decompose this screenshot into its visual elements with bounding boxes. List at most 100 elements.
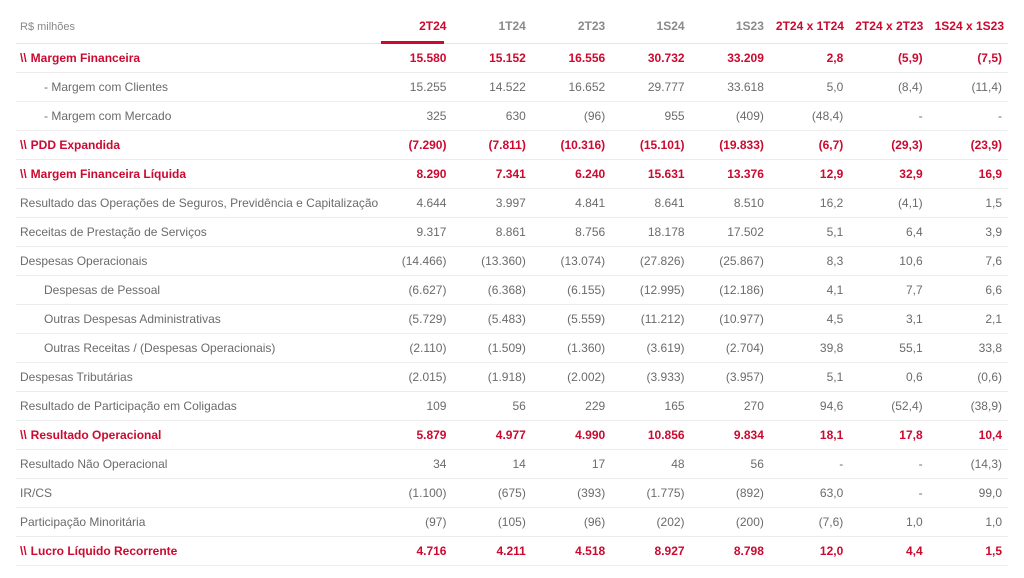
- cell-value: 4,1: [770, 276, 849, 305]
- cell-value: (409): [691, 102, 770, 131]
- cell-value: (97): [373, 508, 452, 537]
- row-label: Receitas de Prestação de Serviços: [16, 218, 373, 247]
- cell-value: (1.100): [373, 479, 452, 508]
- cell-value: 5,1: [770, 363, 849, 392]
- col-header: 2T24 x 2T23: [849, 12, 928, 44]
- cell-value: 3,1: [849, 305, 928, 334]
- table-row: \\PDD Expandida(7.290)(7.811)(10.316)(15…: [16, 131, 1008, 160]
- cell-value: (7,5): [929, 44, 1008, 73]
- cell-value: 6.240: [532, 160, 611, 189]
- section-prefix-icon: \\: [20, 51, 27, 65]
- row-label: \\Margem Financeira Líquida: [16, 160, 373, 189]
- row-label: Resultado Não Operacional: [16, 450, 373, 479]
- cell-value: (3.933): [611, 363, 690, 392]
- cell-value: 4,4: [849, 537, 928, 566]
- cell-value: 109: [373, 392, 452, 421]
- cell-value: 29.777: [611, 73, 690, 102]
- unit-label: R$ milhões: [16, 12, 373, 44]
- cell-value: 16.556: [532, 44, 611, 73]
- cell-value: 15.152: [452, 44, 531, 73]
- cell-value: 8.798: [691, 537, 770, 566]
- table-row: \\Margem Financeira Líquida8.2907.3416.2…: [16, 160, 1008, 189]
- cell-value: 2,1: [929, 305, 1008, 334]
- col-header: 2T24 x 1T24: [770, 12, 849, 44]
- cell-value: 9.317: [373, 218, 452, 247]
- cell-value: 4.990: [532, 421, 611, 450]
- cell-value: (12.186): [691, 276, 770, 305]
- cell-value: 15.631: [611, 160, 690, 189]
- cell-value: 14.522: [452, 73, 531, 102]
- cell-value: (393): [532, 479, 611, 508]
- cell-value: 6,6: [929, 276, 1008, 305]
- cell-value: 94,6: [770, 392, 849, 421]
- cell-value: 8.756: [532, 218, 611, 247]
- row-label: \\PDD Expandida: [16, 131, 373, 160]
- table-row: Participação Minoritária(97)(105)(96)(20…: [16, 508, 1008, 537]
- cell-value: 18,1: [770, 421, 849, 450]
- cell-value: 4.716: [373, 537, 452, 566]
- table-row: Resultado das Operações de Seguros, Prev…: [16, 189, 1008, 218]
- cell-value: 39,8: [770, 334, 849, 363]
- cell-value: (6,7): [770, 131, 849, 160]
- cell-value: 8.641: [611, 189, 690, 218]
- cell-value: 17.502: [691, 218, 770, 247]
- table-row: - Margem com Clientes15.25514.52216.6522…: [16, 73, 1008, 102]
- cell-value: -: [849, 102, 928, 131]
- cell-value: -: [770, 450, 849, 479]
- row-label-text: Participação Minoritária: [20, 515, 145, 529]
- cell-value: (6.155): [532, 276, 611, 305]
- cell-value: (15.101): [611, 131, 690, 160]
- cell-value: 56: [691, 450, 770, 479]
- col-header: 1S23: [691, 12, 770, 44]
- row-label: Resultado das Operações de Seguros, Prev…: [16, 189, 373, 218]
- cell-value: (1.509): [452, 334, 531, 363]
- cell-value: 1,0: [929, 508, 1008, 537]
- cell-value: (1.360): [532, 334, 611, 363]
- cell-value: 4.977: [452, 421, 531, 450]
- row-label-text: Resultado de Participação em Coligadas: [20, 399, 237, 413]
- cell-value: 8.510: [691, 189, 770, 218]
- cell-value: 630: [452, 102, 531, 131]
- cell-value: -: [849, 479, 928, 508]
- cell-value: (29,3): [849, 131, 928, 160]
- row-label: Participação Minoritária: [16, 508, 373, 537]
- cell-value: 15.580: [373, 44, 452, 73]
- cell-value: (96): [532, 508, 611, 537]
- cell-value: 9.834: [691, 421, 770, 450]
- section-prefix-icon: \\: [20, 544, 27, 558]
- cell-value: 30.732: [611, 44, 690, 73]
- cell-value: (19.833): [691, 131, 770, 160]
- cell-value: 12,0: [770, 537, 849, 566]
- cell-value: (2.704): [691, 334, 770, 363]
- cell-value: 3,9: [929, 218, 1008, 247]
- cell-value: 12,9: [770, 160, 849, 189]
- cell-value: 56: [452, 392, 531, 421]
- cell-value: 16,9: [929, 160, 1008, 189]
- row-label-text: Resultado Não Operacional: [20, 457, 167, 471]
- cell-value: (5.559): [532, 305, 611, 334]
- row-label: Outras Receitas / (Despesas Operacionais…: [16, 334, 373, 363]
- row-label-text: Resultado Operacional: [31, 428, 162, 442]
- cell-value: (3.957): [691, 363, 770, 392]
- row-label-text: - Margem com Clientes: [44, 80, 168, 94]
- cell-value: 4,5: [770, 305, 849, 334]
- cell-value: 10,4: [929, 421, 1008, 450]
- cell-value: (10.977): [691, 305, 770, 334]
- cell-value: 63,0: [770, 479, 849, 508]
- col-header: 1S24: [611, 12, 690, 44]
- table-row: - Margem com Mercado325630(96)955(409)(4…: [16, 102, 1008, 131]
- cell-value: 7,7: [849, 276, 928, 305]
- row-label: \\Lucro Líquido Recorrente: [16, 537, 373, 566]
- row-label: - Margem com Mercado: [16, 102, 373, 131]
- cell-value: 5.879: [373, 421, 452, 450]
- row-label: Outras Despesas Administrativas: [16, 305, 373, 334]
- cell-value: 5,0: [770, 73, 849, 102]
- section-prefix-icon: \\: [20, 428, 27, 442]
- table-row: \\ Resultado Operacional 5.8794.9774.990 10…: [16, 421, 1008, 450]
- row-label-text: Margem Financeira: [31, 51, 140, 65]
- cell-value: 16,2: [770, 189, 849, 218]
- cell-value: 229: [532, 392, 611, 421]
- col-header: 1T24: [452, 12, 531, 44]
- table-row: Despesas Operacionais(14.466)(13.360)(13…: [16, 247, 1008, 276]
- cell-value: (5,9): [849, 44, 928, 73]
